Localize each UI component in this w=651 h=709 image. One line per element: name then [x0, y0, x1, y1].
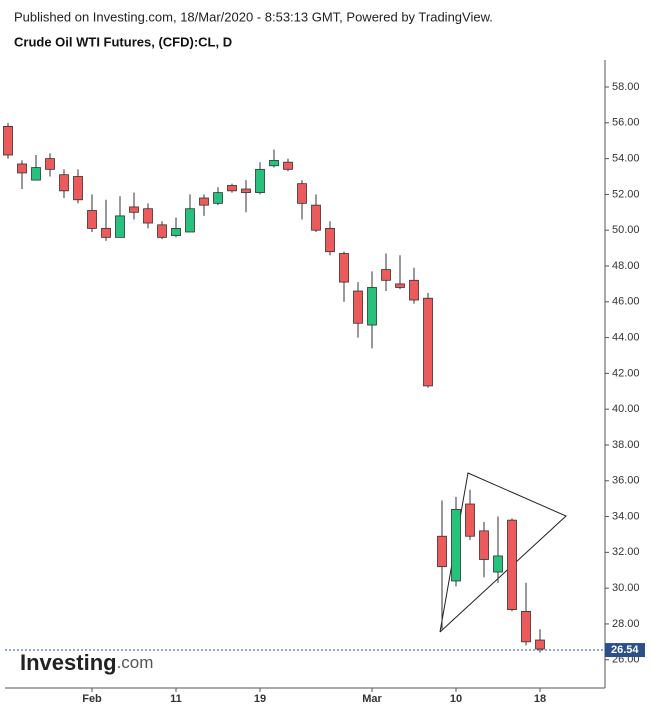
candle-body	[465, 503, 475, 537]
y-tick-label: 44.00	[612, 331, 640, 343]
x-tick-label: 10	[450, 693, 462, 705]
y-tick-label: 50.00	[612, 224, 640, 236]
candle-body	[129, 206, 139, 213]
x-tick-label: 18	[534, 693, 546, 705]
candle-body	[353, 290, 363, 324]
candle-body	[87, 210, 97, 229]
candle-body	[409, 279, 419, 301]
candle-body	[269, 160, 279, 167]
y-tick-label: 48.00	[612, 260, 640, 272]
candle-body	[535, 639, 545, 650]
x-tick-label: 11	[170, 693, 182, 705]
candle-body	[423, 297, 433, 387]
x-tick-label: 19	[254, 693, 266, 705]
candle-body	[45, 158, 55, 170]
candle-body	[325, 228, 335, 253]
candle-body	[115, 215, 125, 238]
candle-body	[3, 125, 13, 156]
candle-body	[213, 192, 223, 204]
x-tick-label: Mar	[362, 693, 382, 705]
candle-body	[311, 204, 321, 231]
candle-body	[31, 167, 41, 181]
candle-body	[451, 508, 461, 582]
candle-body	[437, 535, 447, 568]
candle-body	[381, 269, 391, 281]
candle-body	[339, 253, 349, 283]
candle-body	[255, 168, 265, 194]
y-tick-label: 30.00	[612, 582, 640, 594]
y-tick-label: 56.00	[612, 117, 640, 129]
y-tick-label: 28.00	[612, 618, 640, 630]
candle-body	[297, 183, 307, 204]
candle-body	[157, 224, 167, 238]
y-tick-label: 42.00	[612, 367, 640, 379]
candle-body	[521, 611, 531, 643]
y-tick-label: 40.00	[612, 403, 640, 415]
y-tick-label: 32.00	[612, 546, 640, 558]
y-tick-label: 36.00	[612, 475, 640, 487]
candle-body	[283, 161, 293, 170]
last-price-label: 26.54	[611, 644, 639, 656]
y-tick-label: 54.00	[612, 153, 640, 165]
logo: Investing.com	[20, 650, 153, 675]
candle-body	[395, 283, 405, 288]
candle-body	[143, 208, 153, 224]
candle-body	[227, 185, 237, 192]
candle-body	[17, 163, 27, 174]
chart-title: Crude Oil WTI Futures, (CFD):CL, D	[14, 34, 232, 49]
x-tick-label: Feb	[82, 693, 102, 705]
candle-body	[199, 197, 209, 206]
logo-brand: Investing	[20, 650, 117, 675]
y-tick-label: 52.00	[612, 188, 640, 200]
candle-body	[101, 228, 111, 238]
y-tick-label: 38.00	[612, 439, 640, 451]
y-tick-label: 34.00	[612, 510, 640, 522]
candle-body	[59, 174, 69, 192]
last-price-box	[605, 643, 645, 658]
candle-body	[185, 208, 195, 233]
candle-body	[241, 188, 251, 194]
candle-body	[171, 228, 181, 236]
logo-suffix: .com	[117, 653, 154, 672]
candle-body	[507, 519, 517, 611]
candle-body	[73, 176, 83, 201]
y-tick-label: 46.00	[612, 296, 640, 308]
candle-body	[367, 287, 377, 326]
candle-body	[493, 555, 503, 573]
candle-body	[479, 530, 489, 560]
chart-subtitle: Published on Investing.com, 18/Mar/2020 …	[14, 9, 493, 24]
y-tick-label: 58.00	[612, 81, 640, 93]
